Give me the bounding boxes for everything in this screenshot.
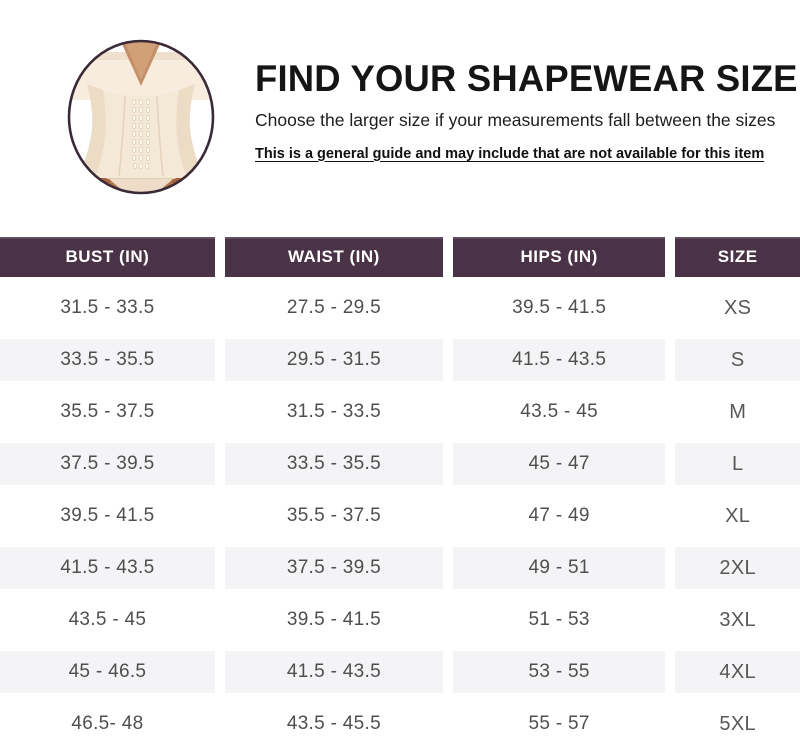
size-cell: XS (675, 287, 800, 329)
hips-cell: 53 - 55 (452, 651, 666, 693)
shapewear-product-image (65, 38, 217, 196)
waist-cell: 39.5 - 41.5 (224, 599, 443, 641)
size-cell: 3XL (675, 599, 800, 641)
table-row: 35.5 - 37.5 31.5 - 33.5 43.5 - 45 M (0, 391, 800, 433)
size-cell: 2XL (675, 547, 800, 589)
header-text-block: FIND YOUR SHAPEWEAR SIZE Choose the larg… (255, 38, 798, 162)
bust-cell: 31.5 - 33.5 (0, 287, 215, 329)
table-row: 31.5 - 33.5 27.5 - 29.5 39.5 - 41.5 XS (0, 287, 800, 329)
waist-cell: 43.5 - 45.5 (224, 703, 443, 745)
header-section: FIND YOUR SHAPEWEAR SIZE Choose the larg… (0, 0, 800, 196)
bust-cell: 41.5 - 43.5 (0, 547, 215, 589)
column-header-hips: HIPS (IN) (452, 237, 666, 277)
bust-cell: 39.5 - 41.5 (0, 495, 215, 537)
hips-cell: 41.5 - 43.5 (452, 339, 666, 381)
size-cell: 4XL (675, 651, 800, 693)
table-row: 43.5 - 45 39.5 - 41.5 51 - 53 3XL (0, 599, 800, 641)
bust-cell: 33.5 - 35.5 (0, 339, 215, 381)
table-header-row: BUST (IN) WAIST (IN) HIPS (IN) SIZE (0, 237, 800, 277)
hips-cell: 55 - 57 (452, 703, 666, 745)
size-cell: L (675, 443, 800, 485)
page-subtitle: Choose the larger size if your measureme… (255, 109, 776, 130)
waist-cell: 35.5 - 37.5 (224, 495, 443, 537)
hips-cell: 51 - 53 (452, 599, 666, 641)
size-cell: 5XL (675, 703, 800, 745)
size-chart-table: BUST (IN) WAIST (IN) HIPS (IN) SIZE 31.5… (0, 227, 800, 755)
hips-cell: 49 - 51 (452, 547, 666, 589)
table-row: 46.5- 48 43.5 - 45.5 55 - 57 5XL (0, 703, 800, 745)
table-row: 45 - 46.5 41.5 - 43.5 53 - 55 4XL (0, 651, 800, 693)
hips-cell: 43.5 - 45 (452, 391, 666, 433)
page-title: FIND YOUR SHAPEWEAR SIZE (255, 58, 798, 99)
waist-cell: 27.5 - 29.5 (224, 287, 443, 329)
bust-cell: 37.5 - 39.5 (0, 443, 215, 485)
waist-cell: 37.5 - 39.5 (224, 547, 443, 589)
size-cell: S (675, 339, 800, 381)
size-table-body: 31.5 - 33.5 27.5 - 29.5 39.5 - 41.5 XS 3… (0, 287, 800, 745)
column-header-waist: WAIST (IN) (224, 237, 443, 277)
table-row: 37.5 - 39.5 33.5 - 35.5 45 - 47 L (0, 443, 800, 485)
general-guide-note: This is a general guide and may include … (255, 145, 765, 162)
hips-cell: 45 - 47 (452, 443, 666, 485)
waist-cell: 31.5 - 33.5 (224, 391, 443, 433)
waist-cell: 41.5 - 43.5 (224, 651, 443, 693)
bust-cell: 46.5- 48 (0, 703, 215, 745)
column-header-bust: BUST (IN) (0, 237, 215, 277)
bust-cell: 35.5 - 37.5 (0, 391, 215, 433)
table-row: 33.5 - 35.5 29.5 - 31.5 41.5 - 43.5 S (0, 339, 800, 381)
table-row: 39.5 - 41.5 35.5 - 37.5 47 - 49 XL (0, 495, 800, 537)
waist-cell: 29.5 - 31.5 (224, 339, 443, 381)
waist-cell: 33.5 - 35.5 (224, 443, 443, 485)
hips-cell: 47 - 49 (452, 495, 666, 537)
column-header-size: SIZE (675, 237, 800, 277)
table-row: 41.5 - 43.5 37.5 - 39.5 49 - 51 2XL (0, 547, 800, 589)
bust-cell: 43.5 - 45 (0, 599, 215, 641)
size-cell: M (675, 391, 800, 433)
hips-cell: 39.5 - 41.5 (452, 287, 666, 329)
waist-trainer-illustration (67, 39, 215, 195)
bust-cell: 45 - 46.5 (0, 651, 215, 693)
size-cell: XL (675, 495, 800, 537)
